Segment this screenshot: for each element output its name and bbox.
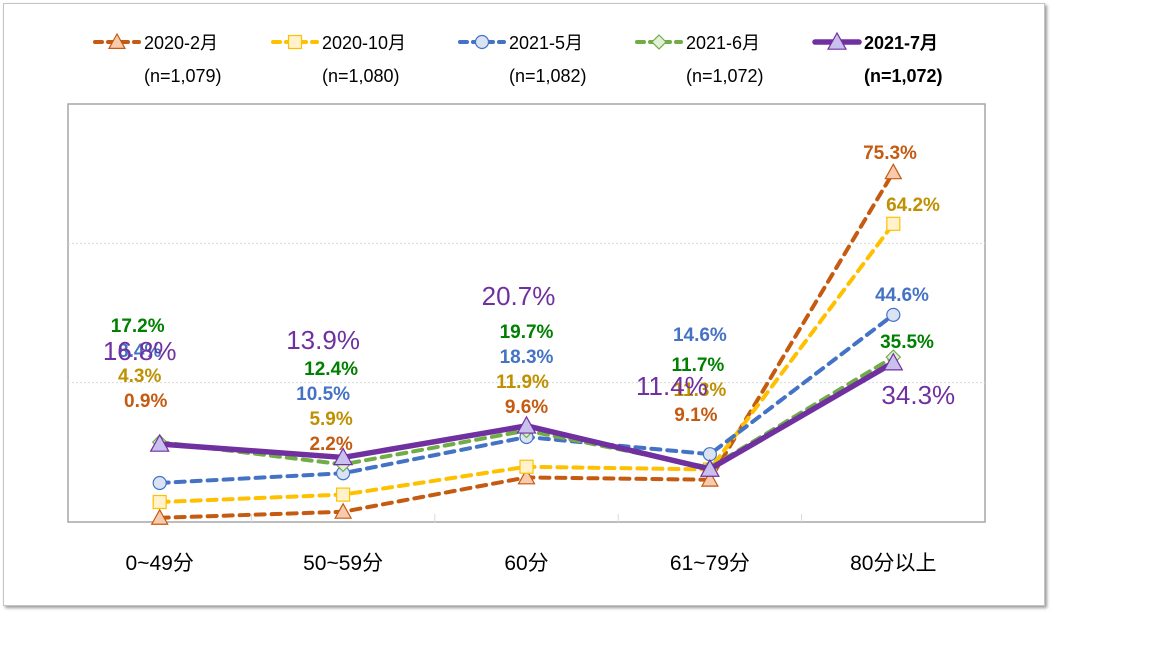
data-point-marker (517, 468, 536, 485)
data-point-marker (702, 447, 718, 462)
data-label: 9.1% (674, 405, 717, 426)
data-point-marker (152, 475, 167, 491)
data-label-highlight: 20.7% (482, 281, 556, 311)
data-point-marker (333, 447, 354, 466)
legend-marker (826, 31, 848, 50)
legend-label: 2020-10月 (322, 33, 406, 53)
x-tick-label: 0~49分 (126, 552, 194, 575)
data-point-marker (519, 459, 534, 474)
legend-sample-size: (n=1,080) (322, 66, 400, 86)
legend-sample-size: (n=1,072) (686, 66, 764, 86)
data-label: 35.5% (880, 332, 934, 353)
data-label: 44.6% (875, 285, 929, 306)
legend-marker (474, 34, 490, 50)
plot-area (67, 103, 986, 523)
data-label: 11.7% (671, 355, 724, 376)
data-label: 64.2% (886, 195, 940, 216)
data-label: 19.7% (500, 322, 554, 343)
data-label-highlight: 16.8% (103, 336, 177, 366)
legend-sample-size: (n=1,082) (509, 66, 587, 86)
data-label: 9.6% (505, 397, 548, 418)
data-point-marker (699, 458, 720, 477)
data-point-marker (886, 216, 901, 231)
x-tick-label: 80分以上 (850, 552, 936, 575)
data-label: 18.3% (500, 347, 554, 368)
data-label-highlight: 34.3% (881, 380, 955, 410)
data-point-marker (884, 163, 903, 180)
data-point-marker (334, 502, 353, 519)
legend-marker (107, 32, 127, 50)
data-point-marker (700, 470, 719, 487)
data-point-marker (149, 433, 170, 452)
data-point-marker (152, 494, 167, 510)
data-label: 75.3% (863, 143, 917, 164)
data-point-marker (883, 352, 904, 371)
data-point-marker (336, 487, 351, 502)
x-tick-label: 60分 (504, 552, 548, 575)
data-label-highlight: 11.4% (636, 371, 708, 401)
data-label: 5.9% (309, 409, 352, 430)
legend-sample-size: (n=1,079) (144, 66, 222, 86)
data-label: 14.6% (673, 325, 727, 346)
legend-marker (287, 34, 303, 50)
legend-label: 2021-6月 (686, 33, 760, 53)
data-label: 17.2% (111, 316, 165, 337)
data-label: 8.4% (118, 341, 161, 362)
data-label: 11.3% (673, 380, 726, 401)
data-label: 10.5% (296, 384, 350, 405)
x-tick-label: 61~79分 (670, 552, 750, 575)
data-label: 2.2% (309, 434, 352, 455)
data-point-marker (886, 307, 901, 322)
data-label: 11.9% (496, 372, 549, 393)
data-label-highlight: 13.9% (286, 325, 360, 355)
data-point-marker (150, 508, 169, 525)
legend-sample-size: (n=1,072) (864, 66, 943, 86)
legend-label: 2020-2月 (144, 33, 218, 53)
data-label: 12.4% (304, 359, 358, 380)
data-label: 0.9% (124, 391, 167, 412)
legend-label: 2021-7月 (864, 33, 938, 53)
data-label: 4.3% (118, 366, 161, 387)
x-tick-label: 50~59分 (303, 552, 383, 575)
legend-marker (651, 34, 667, 50)
legend-label: 2021-5月 (509, 33, 583, 53)
data-point-marker (516, 415, 537, 434)
